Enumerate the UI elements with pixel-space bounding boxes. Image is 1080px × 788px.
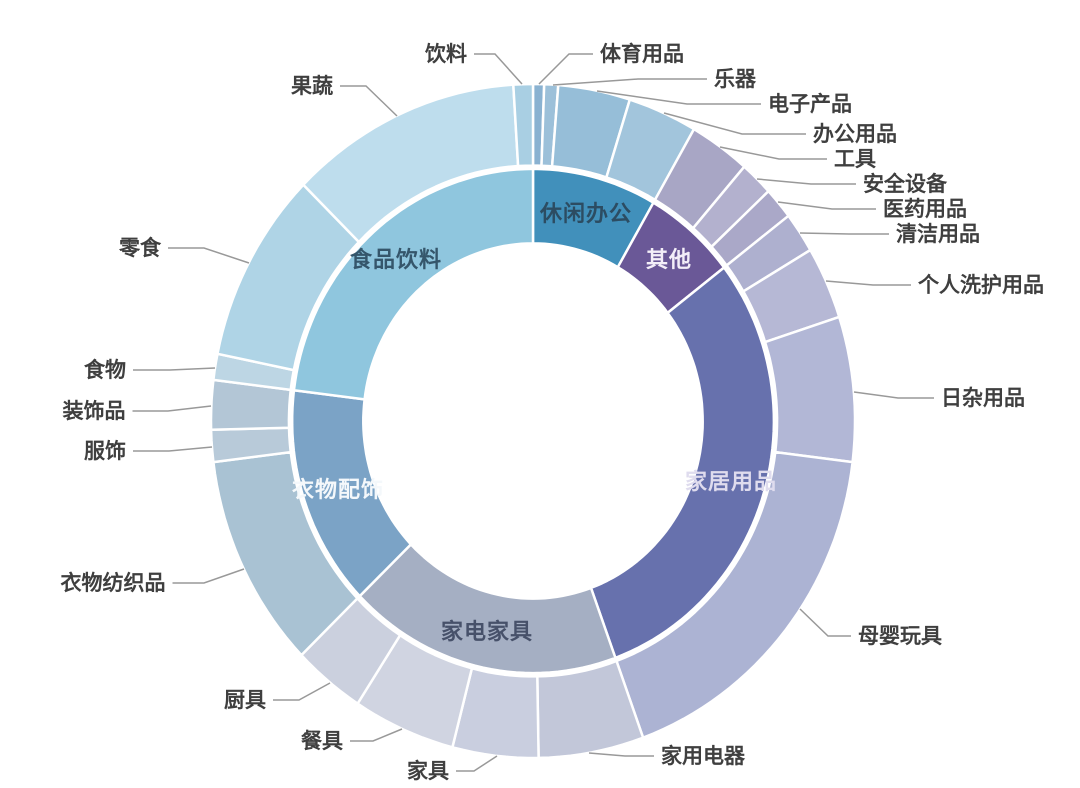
leader-line-医药用品 bbox=[777, 201, 876, 210]
leader-line-餐具 bbox=[350, 728, 403, 742]
leader-line-安全设备 bbox=[756, 178, 856, 185]
outer-label-厨具: 厨具 bbox=[224, 689, 266, 712]
inner-label-家居用品: 家居用品 bbox=[685, 469, 777, 494]
outer-label-装饰品: 装饰品 bbox=[63, 399, 126, 423]
outer-label-餐具: 餐具 bbox=[301, 729, 343, 753]
outer-label-医药用品: 医药用品 bbox=[883, 197, 967, 221]
outer-slice-饮料 bbox=[512, 82, 535, 168]
outer-label-家具: 家具 bbox=[407, 759, 449, 783]
inner-label-其他: 其他 bbox=[646, 247, 692, 272]
leader-line-办公用品 bbox=[663, 112, 806, 135]
outer-label-办公用品: 办公用品 bbox=[813, 123, 897, 146]
inner-label-家电家具: 家电家具 bbox=[441, 619, 533, 644]
leader-line-家用电器 bbox=[588, 752, 654, 757]
leader-line-家具 bbox=[456, 755, 498, 772]
outer-label-家用电器: 家用电器 bbox=[661, 744, 746, 768]
outer-label-乐器: 乐器 bbox=[714, 68, 757, 91]
leader-line-乐器 bbox=[552, 78, 707, 86]
leader-line-衣物纺织品 bbox=[172, 568, 245, 584]
leader-line-电子产品 bbox=[596, 90, 761, 105]
leader-line-体育用品 bbox=[538, 53, 593, 85]
outer-label-零食: 零食 bbox=[118, 236, 162, 260]
outer-label-果蔬: 果蔬 bbox=[291, 75, 333, 98]
leader-line-清洁用品 bbox=[799, 232, 889, 235]
leader-line-工具 bbox=[719, 146, 827, 160]
outer-label-日杂用品: 日杂用品 bbox=[941, 386, 1025, 410]
inner-label-食品饮料: 食品饮料 bbox=[350, 247, 442, 272]
outer-label-清洁用品: 清洁用品 bbox=[896, 222, 980, 246]
leader-line-厨具 bbox=[273, 682, 331, 701]
outer-label-个人洗护用品: 个人洗护用品 bbox=[918, 273, 1044, 297]
outer-label-母婴玩具: 母婴玩具 bbox=[858, 625, 942, 648]
outer-label-衣物纺织品: 衣物纺织品 bbox=[61, 571, 166, 595]
outer-label-安全设备: 安全设备 bbox=[863, 172, 948, 196]
inner-slice-食品饮料 bbox=[292, 167, 535, 401]
outer-label-电子产品: 电子产品 bbox=[768, 92, 852, 116]
leader-line-日杂用品 bbox=[853, 391, 934, 399]
leader-line-个人洗护用品 bbox=[825, 280, 911, 286]
leader-line-装饰品 bbox=[132, 405, 212, 412]
leader-line-零食 bbox=[168, 247, 250, 264]
inner-label-衣物配饰: 衣物配饰 bbox=[292, 477, 384, 502]
outer-label-服饰: 服饰 bbox=[84, 439, 126, 463]
outer-label-饮料: 饮料 bbox=[424, 42, 467, 66]
leader-line-饮料 bbox=[474, 53, 523, 85]
outer-label-体育用品: 体育用品 bbox=[600, 42, 684, 66]
leader-line-服饰 bbox=[133, 446, 213, 452]
leader-line-母婴玩具 bbox=[799, 608, 851, 637]
outer-label-食物: 食物 bbox=[84, 358, 126, 382]
leader-line-食物 bbox=[133, 367, 216, 371]
outer-label-工具: 工具 bbox=[834, 148, 876, 171]
leader-line-果蔬 bbox=[340, 85, 398, 117]
outer-slice-日杂用品 bbox=[763, 315, 857, 464]
inner-label-休闲办公: 休闲办公 bbox=[539, 201, 632, 226]
